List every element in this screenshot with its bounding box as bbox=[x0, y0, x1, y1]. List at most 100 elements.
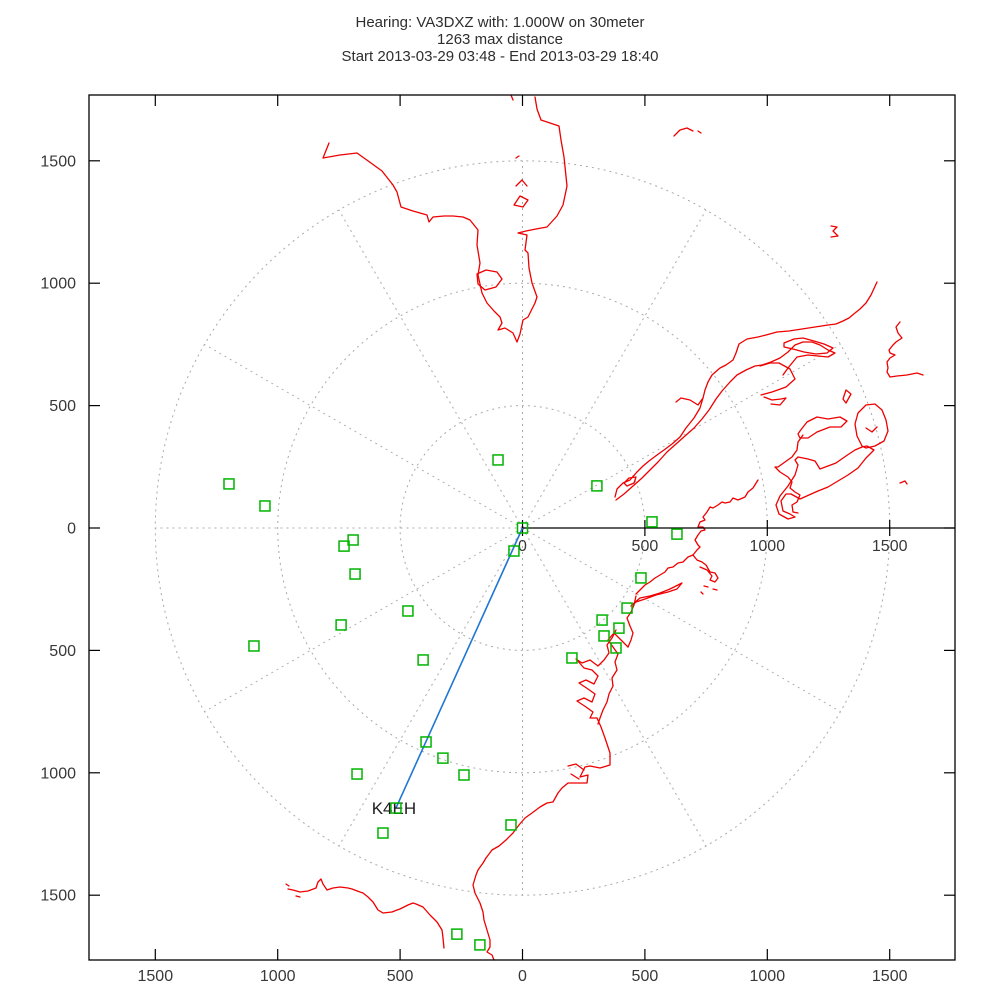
coastline-path bbox=[567, 763, 585, 771]
coastline-path bbox=[575, 629, 617, 719]
grid-spoke bbox=[204, 343, 523, 529]
coastline-path bbox=[510, 94, 514, 101]
station-marker bbox=[259, 500, 271, 512]
coastline-path bbox=[697, 130, 702, 134]
station-marker bbox=[420, 736, 432, 748]
radial-axis-tick-label: 500 bbox=[632, 538, 659, 555]
coastline-path bbox=[675, 281, 878, 406]
coastline-path bbox=[899, 480, 908, 485]
station-marker bbox=[351, 768, 363, 780]
grid-spoke bbox=[522, 343, 841, 529]
x-axis-tick-label: 1500 bbox=[138, 968, 174, 985]
station-marker bbox=[635, 572, 647, 584]
y-axis-tick-label: 1500 bbox=[40, 888, 76, 905]
x-axis-tick-label: 500 bbox=[632, 968, 659, 985]
coastline-path bbox=[635, 554, 694, 595]
coastline-path bbox=[476, 269, 503, 291]
station-marker bbox=[492, 454, 504, 466]
station-marker bbox=[508, 545, 520, 557]
coastline-path bbox=[322, 96, 568, 343]
coastline-path bbox=[712, 588, 718, 591]
station-marker bbox=[338, 540, 350, 552]
coastline-path bbox=[472, 849, 495, 961]
grid-spoke bbox=[338, 527, 523, 847]
x-axis-tick-label: 1000 bbox=[750, 968, 786, 985]
station-marker-k4eh bbox=[390, 802, 402, 814]
coastline-path bbox=[673, 127, 694, 137]
x-axis-tick-label: 500 bbox=[387, 968, 414, 985]
station-marker bbox=[566, 652, 578, 664]
y-axis-tick-label: 1000 bbox=[40, 276, 76, 293]
station-marker bbox=[223, 478, 235, 490]
station-marker bbox=[474, 939, 486, 951]
coastline-path bbox=[287, 878, 445, 949]
plot-title-block: Hearing: VA3DXZ with: 1.000W on 30meter … bbox=[0, 14, 1000, 65]
grid-spoke bbox=[522, 527, 841, 713]
plot-title-line3: Start 2013-03-29 03:48 - End 2013-03-29 … bbox=[341, 48, 659, 65]
coastline-path bbox=[775, 445, 875, 520]
coastline-path bbox=[491, 717, 611, 851]
coastline-path bbox=[797, 416, 848, 439]
coastline-path bbox=[692, 554, 719, 583]
coastline-path bbox=[774, 434, 804, 514]
station-marker bbox=[458, 769, 470, 781]
coastline-path bbox=[854, 403, 889, 449]
station-marker bbox=[335, 619, 347, 631]
y-axis-tick-label: 0 bbox=[67, 521, 76, 538]
station-marker bbox=[610, 642, 622, 654]
coastline-path bbox=[614, 397, 704, 498]
station-marker bbox=[417, 654, 429, 666]
plot-title-line2: 1263 max distance bbox=[437, 31, 563, 48]
y-axis-tick-label: 500 bbox=[49, 398, 76, 415]
coastline-path bbox=[615, 341, 836, 501]
station-marker bbox=[451, 928, 463, 940]
grid-spoke bbox=[522, 209, 707, 529]
coastline-path bbox=[842, 389, 852, 404]
x-axis-tick-label: 0 bbox=[518, 968, 527, 985]
station-marker bbox=[248, 640, 260, 652]
coastline-path bbox=[285, 883, 290, 887]
station-marker bbox=[613, 622, 625, 634]
coastline-path bbox=[703, 585, 709, 588]
grid-spoke bbox=[522, 527, 707, 847]
grid-spoke bbox=[204, 527, 523, 713]
coastline-path bbox=[515, 179, 528, 187]
station-marker bbox=[591, 480, 603, 492]
coastline-path bbox=[623, 476, 637, 487]
station-marker bbox=[505, 819, 517, 831]
x-axis-tick-label: 1500 bbox=[872, 968, 908, 985]
y-axis-tick-label: 500 bbox=[49, 643, 76, 660]
coastline-path bbox=[513, 195, 529, 208]
plot-title-line1: Hearing: VA3DXZ with: 1.000W on 30meter bbox=[355, 14, 645, 31]
station-callsign-label: K4EH bbox=[372, 799, 416, 818]
coastline-path bbox=[763, 396, 787, 406]
coastline-path bbox=[692, 479, 759, 556]
grid-spoke bbox=[338, 209, 523, 529]
y-axis-tick-label: 1500 bbox=[40, 153, 76, 170]
coastline-path bbox=[886, 321, 924, 378]
station-marker bbox=[402, 605, 414, 617]
coastline-path bbox=[570, 773, 580, 780]
station-marker bbox=[621, 602, 633, 614]
radial-axis-tick-label: 1500 bbox=[872, 538, 908, 555]
bearing-line-k4eh bbox=[395, 527, 524, 809]
station-marker bbox=[646, 516, 658, 528]
coastline-path bbox=[515, 155, 520, 159]
station-marker bbox=[596, 614, 608, 626]
station-marker bbox=[671, 528, 683, 540]
coastline-path bbox=[626, 595, 637, 648]
station-marker bbox=[516, 522, 529, 534]
station-marker bbox=[349, 568, 361, 580]
coastline-path bbox=[830, 225, 839, 238]
coastline-path bbox=[597, 632, 629, 725]
station-marker bbox=[437, 752, 449, 764]
coastline-path bbox=[865, 426, 878, 433]
coastline-path bbox=[295, 895, 301, 898]
radial-axis-tick-label: 1000 bbox=[750, 538, 786, 555]
x-axis-tick-label: 1000 bbox=[260, 968, 296, 985]
coastline-path bbox=[759, 362, 796, 396]
radial-axis-tick-label: 0 bbox=[518, 538, 527, 555]
station-marker bbox=[598, 630, 610, 642]
